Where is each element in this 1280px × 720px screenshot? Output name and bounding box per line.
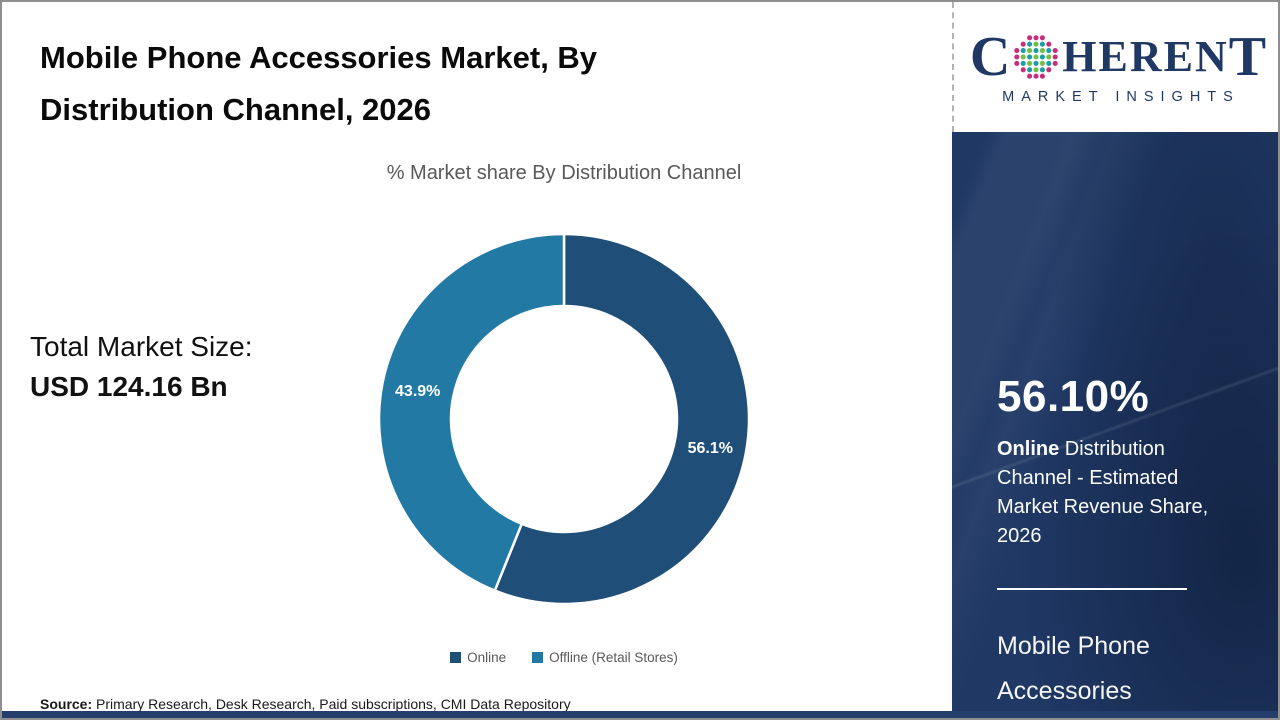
globe-dot (1046, 41, 1052, 47)
main-area: Mobile Phone Accessories Market, By Dist… (2, 2, 952, 718)
logo-letters-mid: HEREN (1062, 32, 1229, 81)
coherent-globe-icon (1014, 35, 1059, 79)
globe-dot (1040, 54, 1046, 60)
donut-slice-label: 56.1% (688, 440, 733, 457)
globe-dot (1033, 54, 1039, 60)
sidebar-market-name: Mobile Phone Accessories Market (997, 632, 1150, 705)
legend-item: Offline (Retail Stores) (532, 650, 678, 665)
donut-slice-online (493, 232, 751, 606)
globe-dot (1033, 41, 1039, 47)
sidebar: 56.10% Online Distribution Channel - Est… (952, 132, 1278, 718)
globe-dot (1014, 48, 1020, 54)
chart-legend: Online Offline (Retail Stores) (334, 650, 794, 665)
logo-tagline: MARKET INSIGHTS (1002, 89, 1240, 105)
globe-dot (1020, 54, 1027, 60)
total-market-size-label: Total Market Size: (30, 331, 253, 362)
globe-dot (1040, 67, 1046, 73)
globe-dot (1040, 73, 1046, 79)
total-market-size-value: USD 124.16 Bn (30, 371, 228, 402)
globe-dot (1027, 67, 1033, 73)
bottom-accent-bar (2, 711, 1278, 718)
highlight-stat-rest: Distribution Channel - Estimated Market … (997, 438, 1209, 547)
globe-dot (1020, 48, 1027, 54)
coherent-logo: C HEREN T (970, 29, 1266, 85)
chart-title: % Market share By Distribution Channel (386, 162, 742, 184)
globe-dot (1046, 67, 1052, 73)
legend-swatch-icon (450, 652, 462, 663)
sidebar-divider (997, 588, 1187, 590)
globe-dot (1052, 54, 1059, 60)
globe-dot (1027, 41, 1033, 47)
globe-dot (1033, 48, 1039, 54)
globe-dot (1052, 48, 1059, 54)
globe-dot (1046, 48, 1052, 54)
highlight-stat-description: Online Distribution Channel - Estimated … (997, 435, 1217, 551)
globe-dot (1027, 35, 1033, 41)
donut-slice-label: 43.9% (395, 383, 440, 400)
legend-label: Online (467, 650, 507, 665)
globe-dot (1020, 41, 1027, 47)
globe-dot (1040, 48, 1046, 54)
highlight-stat-segment: Online (997, 438, 1060, 460)
globe-dot (1020, 67, 1027, 73)
globe-dot (1033, 67, 1039, 73)
globe-dot (1033, 60, 1039, 66)
globe-dot (1020, 60, 1027, 66)
logo-letter-t: T (1228, 26, 1267, 88)
legend-swatch-icon (532, 652, 544, 663)
globe-dot (1046, 60, 1052, 66)
source-label: Source: (40, 696, 93, 712)
logo-area: C HEREN T MARKET INSIGHTS (952, 2, 1278, 132)
globe-dot (1027, 54, 1033, 60)
globe-dot (1046, 54, 1052, 60)
globe-dot (1040, 41, 1046, 47)
highlight-stat-value: 56.10% (997, 372, 1150, 421)
globe-dot (1027, 60, 1033, 66)
source-text: Primary Research, Desk Research, Paid su… (92, 696, 571, 712)
source-note: Source: Primary Research, Desk Research,… (40, 696, 571, 712)
legend-item: Online (450, 650, 506, 665)
legend-label: Offline (Retail Stores) (549, 650, 678, 665)
globe-dot (1014, 54, 1020, 60)
total-market-size: Total Market Size: USD 124.16 Bn (30, 327, 253, 407)
globe-dot (1033, 35, 1039, 41)
donut-chart: 56.1% 43.9% (377, 232, 751, 606)
globe-dot (1040, 60, 1046, 66)
globe-dot (1040, 35, 1046, 41)
globe-dot (1033, 73, 1039, 79)
logo-letter-c: C (969, 26, 1011, 88)
globe-dot (1052, 60, 1059, 66)
page-title: Mobile Phone Accessories Market, By Dist… (40, 40, 598, 127)
globe-dot (1014, 60, 1020, 66)
donut-slice-offline-retail-stores (377, 232, 566, 592)
globe-dot (1027, 73, 1033, 79)
globe-dot (1027, 48, 1033, 54)
